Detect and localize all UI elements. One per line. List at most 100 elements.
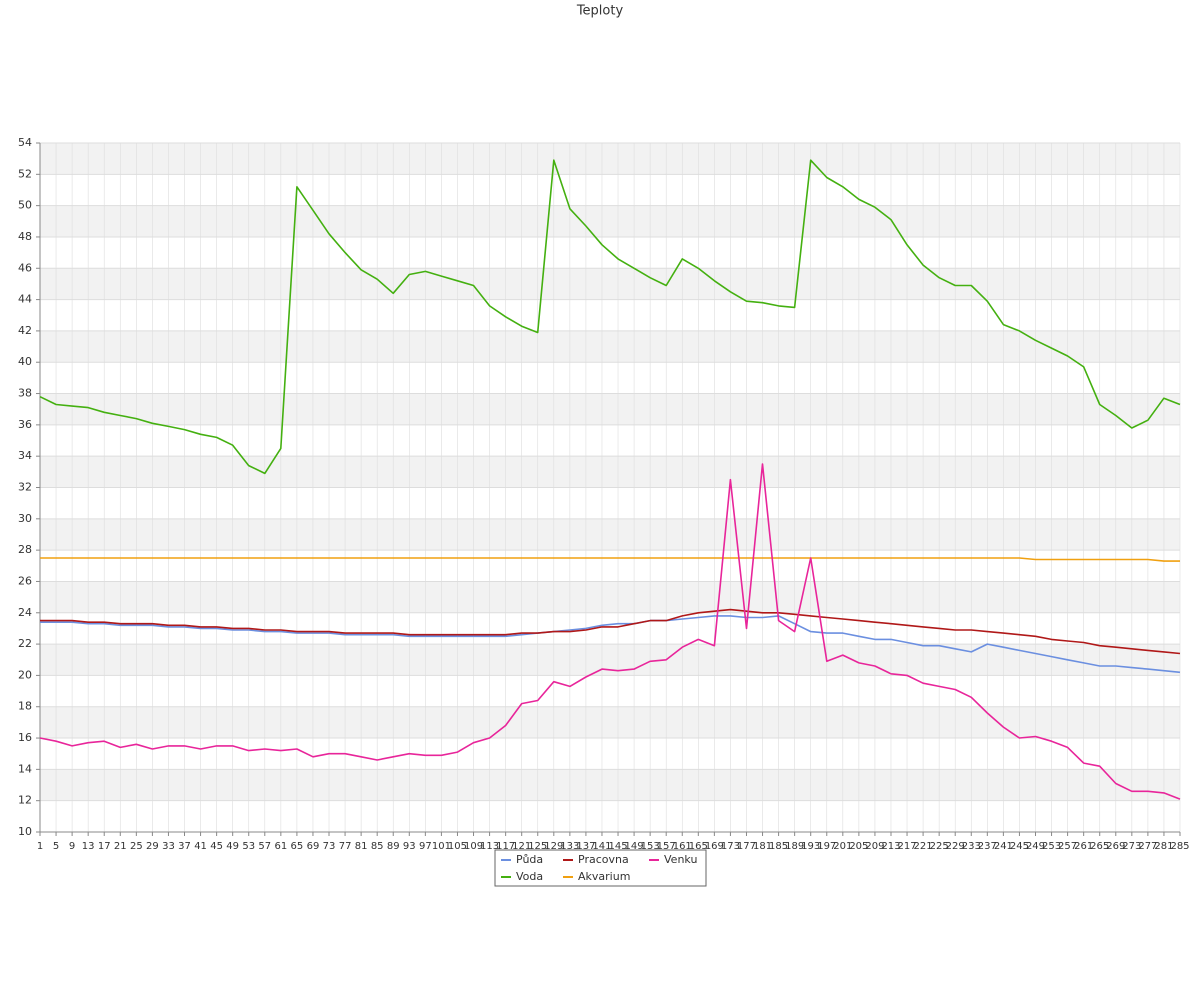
x-tick-label: 105 bbox=[448, 841, 467, 852]
x-tick-label: 193 bbox=[801, 841, 820, 852]
y-tick-label: 34 bbox=[18, 449, 32, 462]
x-tick-label: 201 bbox=[833, 841, 852, 852]
series-line bbox=[40, 615, 1181, 674]
x-tick-label: 121 bbox=[512, 841, 531, 852]
x-tick-label: 53 bbox=[242, 841, 255, 852]
x-tick-label: 241 bbox=[994, 841, 1013, 852]
legend-label: Akvarium bbox=[578, 870, 630, 883]
y-tick-label: 42 bbox=[18, 324, 32, 337]
y-tick-label: 22 bbox=[18, 637, 32, 650]
x-tick-label: 269 bbox=[1106, 841, 1125, 852]
y-tick-label: 14 bbox=[18, 762, 32, 775]
legend-label: Pracovna bbox=[578, 853, 629, 866]
x-tick-label: 285 bbox=[1170, 841, 1189, 852]
x-tick-label: 185 bbox=[769, 841, 788, 852]
x-tick-label: 209 bbox=[865, 841, 884, 852]
x-tick-label: 229 bbox=[946, 841, 965, 852]
series-line bbox=[40, 557, 1180, 562]
x-tick-label: 165 bbox=[689, 841, 708, 852]
x-tick-label: 281 bbox=[1154, 841, 1173, 852]
x-tick-label: 189 bbox=[785, 841, 804, 852]
x-tick-label: 73 bbox=[323, 841, 336, 852]
y-tick-label: 36 bbox=[18, 418, 32, 431]
series-line bbox=[39, 463, 1181, 800]
x-tick-label: 145 bbox=[608, 841, 627, 852]
y-tick-label: 48 bbox=[18, 230, 32, 243]
x-tick-label: 273 bbox=[1122, 841, 1141, 852]
y-tick-label: 46 bbox=[18, 261, 32, 274]
x-tick-label: 61 bbox=[274, 841, 287, 852]
x-tick-label: 29 bbox=[146, 841, 159, 852]
x-tick-label: 101 bbox=[432, 841, 451, 852]
x-tick-label: 13 bbox=[82, 841, 95, 852]
y-tick-label: 52 bbox=[18, 167, 32, 180]
x-tick-label: 9 bbox=[69, 841, 75, 852]
x-tick-label: 85 bbox=[371, 841, 384, 852]
x-tick-label: 41 bbox=[194, 841, 207, 852]
x-tick-label: 161 bbox=[673, 841, 692, 852]
x-tick-label: 169 bbox=[705, 841, 724, 852]
x-tick-label: 157 bbox=[657, 841, 676, 852]
y-tick-label: 26 bbox=[18, 574, 32, 587]
y-tick-label: 24 bbox=[18, 606, 32, 619]
x-tick-label: 249 bbox=[1026, 841, 1045, 852]
x-tick-label: 113 bbox=[480, 841, 499, 852]
x-tick-label: 129 bbox=[544, 841, 563, 852]
x-tick-label: 137 bbox=[576, 841, 595, 852]
y-tick-label: 28 bbox=[18, 543, 32, 556]
x-tick-label: 109 bbox=[464, 841, 483, 852]
y-tick-label: 10 bbox=[18, 825, 32, 838]
x-tick-label: 33 bbox=[162, 841, 175, 852]
grid-band bbox=[40, 330, 1180, 363]
grid-band bbox=[40, 143, 1180, 175]
x-tick-label: 197 bbox=[817, 841, 836, 852]
grid-band bbox=[40, 706, 1180, 739]
x-tick-label: 245 bbox=[1010, 841, 1029, 852]
x-tick-label: 45 bbox=[210, 841, 223, 852]
grid-band bbox=[40, 581, 1180, 613]
x-tick-label: 237 bbox=[978, 841, 997, 852]
x-tick-label: 205 bbox=[849, 841, 868, 852]
x-tick-label: 5 bbox=[53, 841, 59, 852]
x-tick-label: 77 bbox=[339, 841, 352, 852]
x-tick-label: 261 bbox=[1074, 841, 1093, 852]
x-tick-label: 217 bbox=[897, 841, 916, 852]
x-tick-label: 89 bbox=[387, 841, 400, 852]
y-tick-label: 18 bbox=[18, 700, 32, 713]
x-tick-label: 141 bbox=[592, 841, 611, 852]
x-tick-label: 265 bbox=[1090, 841, 1109, 852]
x-tick-label: 153 bbox=[641, 841, 660, 852]
grid-band bbox=[40, 268, 1180, 300]
grid-band bbox=[40, 393, 1180, 425]
legend-box bbox=[494, 849, 707, 887]
y-tick-label: 38 bbox=[18, 387, 32, 400]
y-tick-label: 20 bbox=[18, 668, 32, 681]
x-tick-label: 233 bbox=[962, 841, 981, 852]
x-tick-label: 97 bbox=[419, 841, 432, 852]
x-tick-label: 277 bbox=[1138, 841, 1157, 852]
x-tick-label: 117 bbox=[496, 841, 515, 852]
x-tick-label: 93 bbox=[403, 841, 416, 852]
x-tick-label: 57 bbox=[258, 841, 271, 852]
x-tick-label: 173 bbox=[721, 841, 740, 852]
y-tick-label: 12 bbox=[18, 794, 32, 807]
x-tick-label: 49 bbox=[226, 841, 239, 852]
x-tick-label: 21 bbox=[114, 841, 127, 852]
y-tick-label: 40 bbox=[18, 355, 32, 368]
grid-band bbox=[40, 518, 1180, 551]
y-tick-label: 16 bbox=[18, 731, 32, 744]
series-line bbox=[40, 608, 1181, 655]
x-tick-label: 25 bbox=[130, 841, 143, 852]
grid-band bbox=[40, 205, 1180, 237]
x-tick-label: 17 bbox=[98, 841, 111, 852]
x-tick-label: 225 bbox=[930, 841, 949, 852]
chart-title: Teploty bbox=[576, 4, 624, 19]
y-tick-label: 30 bbox=[18, 512, 32, 525]
series-line bbox=[39, 159, 1181, 475]
x-tick-label: 221 bbox=[914, 841, 933, 852]
x-tick-label: 37 bbox=[178, 841, 191, 852]
x-tick-label: 181 bbox=[753, 841, 772, 852]
legend-label: Venku bbox=[664, 853, 697, 866]
